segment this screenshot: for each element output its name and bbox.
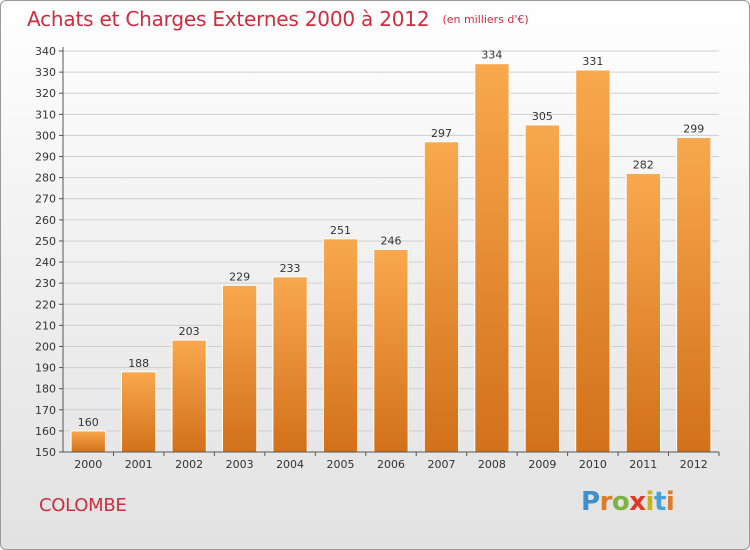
bar-2012: [676, 137, 712, 453]
logo-letter: P: [581, 487, 600, 517]
value-label-2005: 251: [330, 224, 351, 237]
bar-2011: [625, 172, 662, 453]
x-tick-label-2007: 2007: [427, 458, 455, 471]
x-tick-label-2010: 2010: [579, 458, 607, 471]
y-tick-label: 270: [35, 193, 56, 206]
y-tick-label: 200: [35, 340, 56, 353]
y-tick-label: 290: [35, 151, 56, 164]
logo-letter: o: [611, 487, 630, 517]
y-tick-label: 340: [35, 45, 56, 58]
logo-letter: i: [665, 487, 675, 517]
value-label-2000: 160: [78, 416, 99, 429]
bar-2004: [272, 276, 308, 453]
y-tick-label: 220: [35, 298, 56, 311]
bar-2007: [423, 141, 460, 453]
x-tick-label-2003: 2003: [226, 458, 254, 471]
bar-2006: [373, 248, 409, 453]
y-tick-label: 240: [35, 256, 56, 269]
value-label-2008: 334: [481, 49, 502, 62]
x-tick-label-2008: 2008: [478, 458, 506, 471]
y-tick-label: 210: [35, 319, 56, 332]
x-tick-label-2006: 2006: [377, 458, 405, 471]
logo-letter: r: [599, 487, 613, 517]
logo-letter: i: [645, 487, 655, 517]
y-tick-label: 310: [35, 108, 56, 121]
x-tick-label-2000: 2000: [74, 458, 102, 471]
value-label-2001: 188: [128, 357, 149, 370]
x-tick-label-2004: 2004: [276, 458, 304, 471]
chart-title: Achats et Charges Externes 2000 à 2012: [27, 7, 430, 31]
bar-2005: [322, 238, 359, 453]
bar-2000: [70, 430, 106, 453]
bar-2010: [575, 69, 611, 453]
x-tick-label-2009: 2009: [528, 458, 556, 471]
x-tick-label-2005: 2005: [327, 458, 355, 471]
y-tick-label: 230: [35, 277, 56, 290]
chart-subtitle: (en milliers d'€): [442, 13, 529, 26]
value-label-2010: 331: [582, 55, 603, 68]
x-tick-labels: 2000 2001 2002 2003 2004 2005 2006 2007 2008 2009…: [74, 458, 708, 471]
y-tick-label: 150: [35, 446, 56, 459]
title-block: Achats et Charges Externes 2000 à 2012 (…: [27, 7, 529, 31]
proxiti-logo: Proxiti: [581, 487, 675, 517]
y-tick-label: 300: [35, 129, 56, 142]
value-label-2003: 229: [229, 270, 250, 283]
commune-name: COLOMBE: [39, 495, 127, 516]
y-tick-label: 170: [35, 404, 56, 417]
y-tick-label: 280: [35, 172, 56, 185]
y-tick-label: 320: [35, 87, 56, 100]
value-labels: 160 188 203 229 233 251 246 297 334 305 331 282 299: [78, 49, 705, 429]
x-tick-label-2011: 2011: [629, 458, 657, 471]
y-tick-label: 250: [35, 235, 56, 248]
bar-2008: [474, 63, 510, 453]
bars: [70, 63, 712, 453]
bar-2002: [171, 339, 207, 453]
x-tick-label-2012: 2012: [680, 458, 708, 471]
axes: [62, 47, 720, 456]
y-tick-label: 190: [35, 362, 56, 375]
value-label-2009: 305: [532, 110, 553, 123]
y-tick-labels: 150 160 170 180 190 200 210 220 230 240 250 260 270 2…: [35, 45, 56, 459]
y-tick-label: 180: [35, 383, 56, 396]
value-label-2007: 297: [431, 127, 452, 140]
bar-2001: [121, 371, 157, 453]
value-label-2004: 233: [280, 262, 301, 275]
bar-2003: [222, 284, 258, 453]
value-label-2002: 203: [179, 325, 200, 338]
y-tick-label: 260: [35, 214, 56, 227]
value-label-2012: 299: [683, 123, 704, 136]
x-tick-label-2002: 2002: [175, 458, 203, 471]
value-label-2006: 246: [381, 234, 402, 247]
logo-letter: x: [629, 487, 646, 517]
x-tick-label-2001: 2001: [125, 458, 153, 471]
y-tick-label: 330: [35, 66, 56, 79]
value-label-2011: 282: [633, 158, 654, 171]
bar-2009: [524, 124, 561, 453]
logo-letter: t: [653, 487, 666, 517]
y-tick-label: 160: [35, 425, 56, 438]
